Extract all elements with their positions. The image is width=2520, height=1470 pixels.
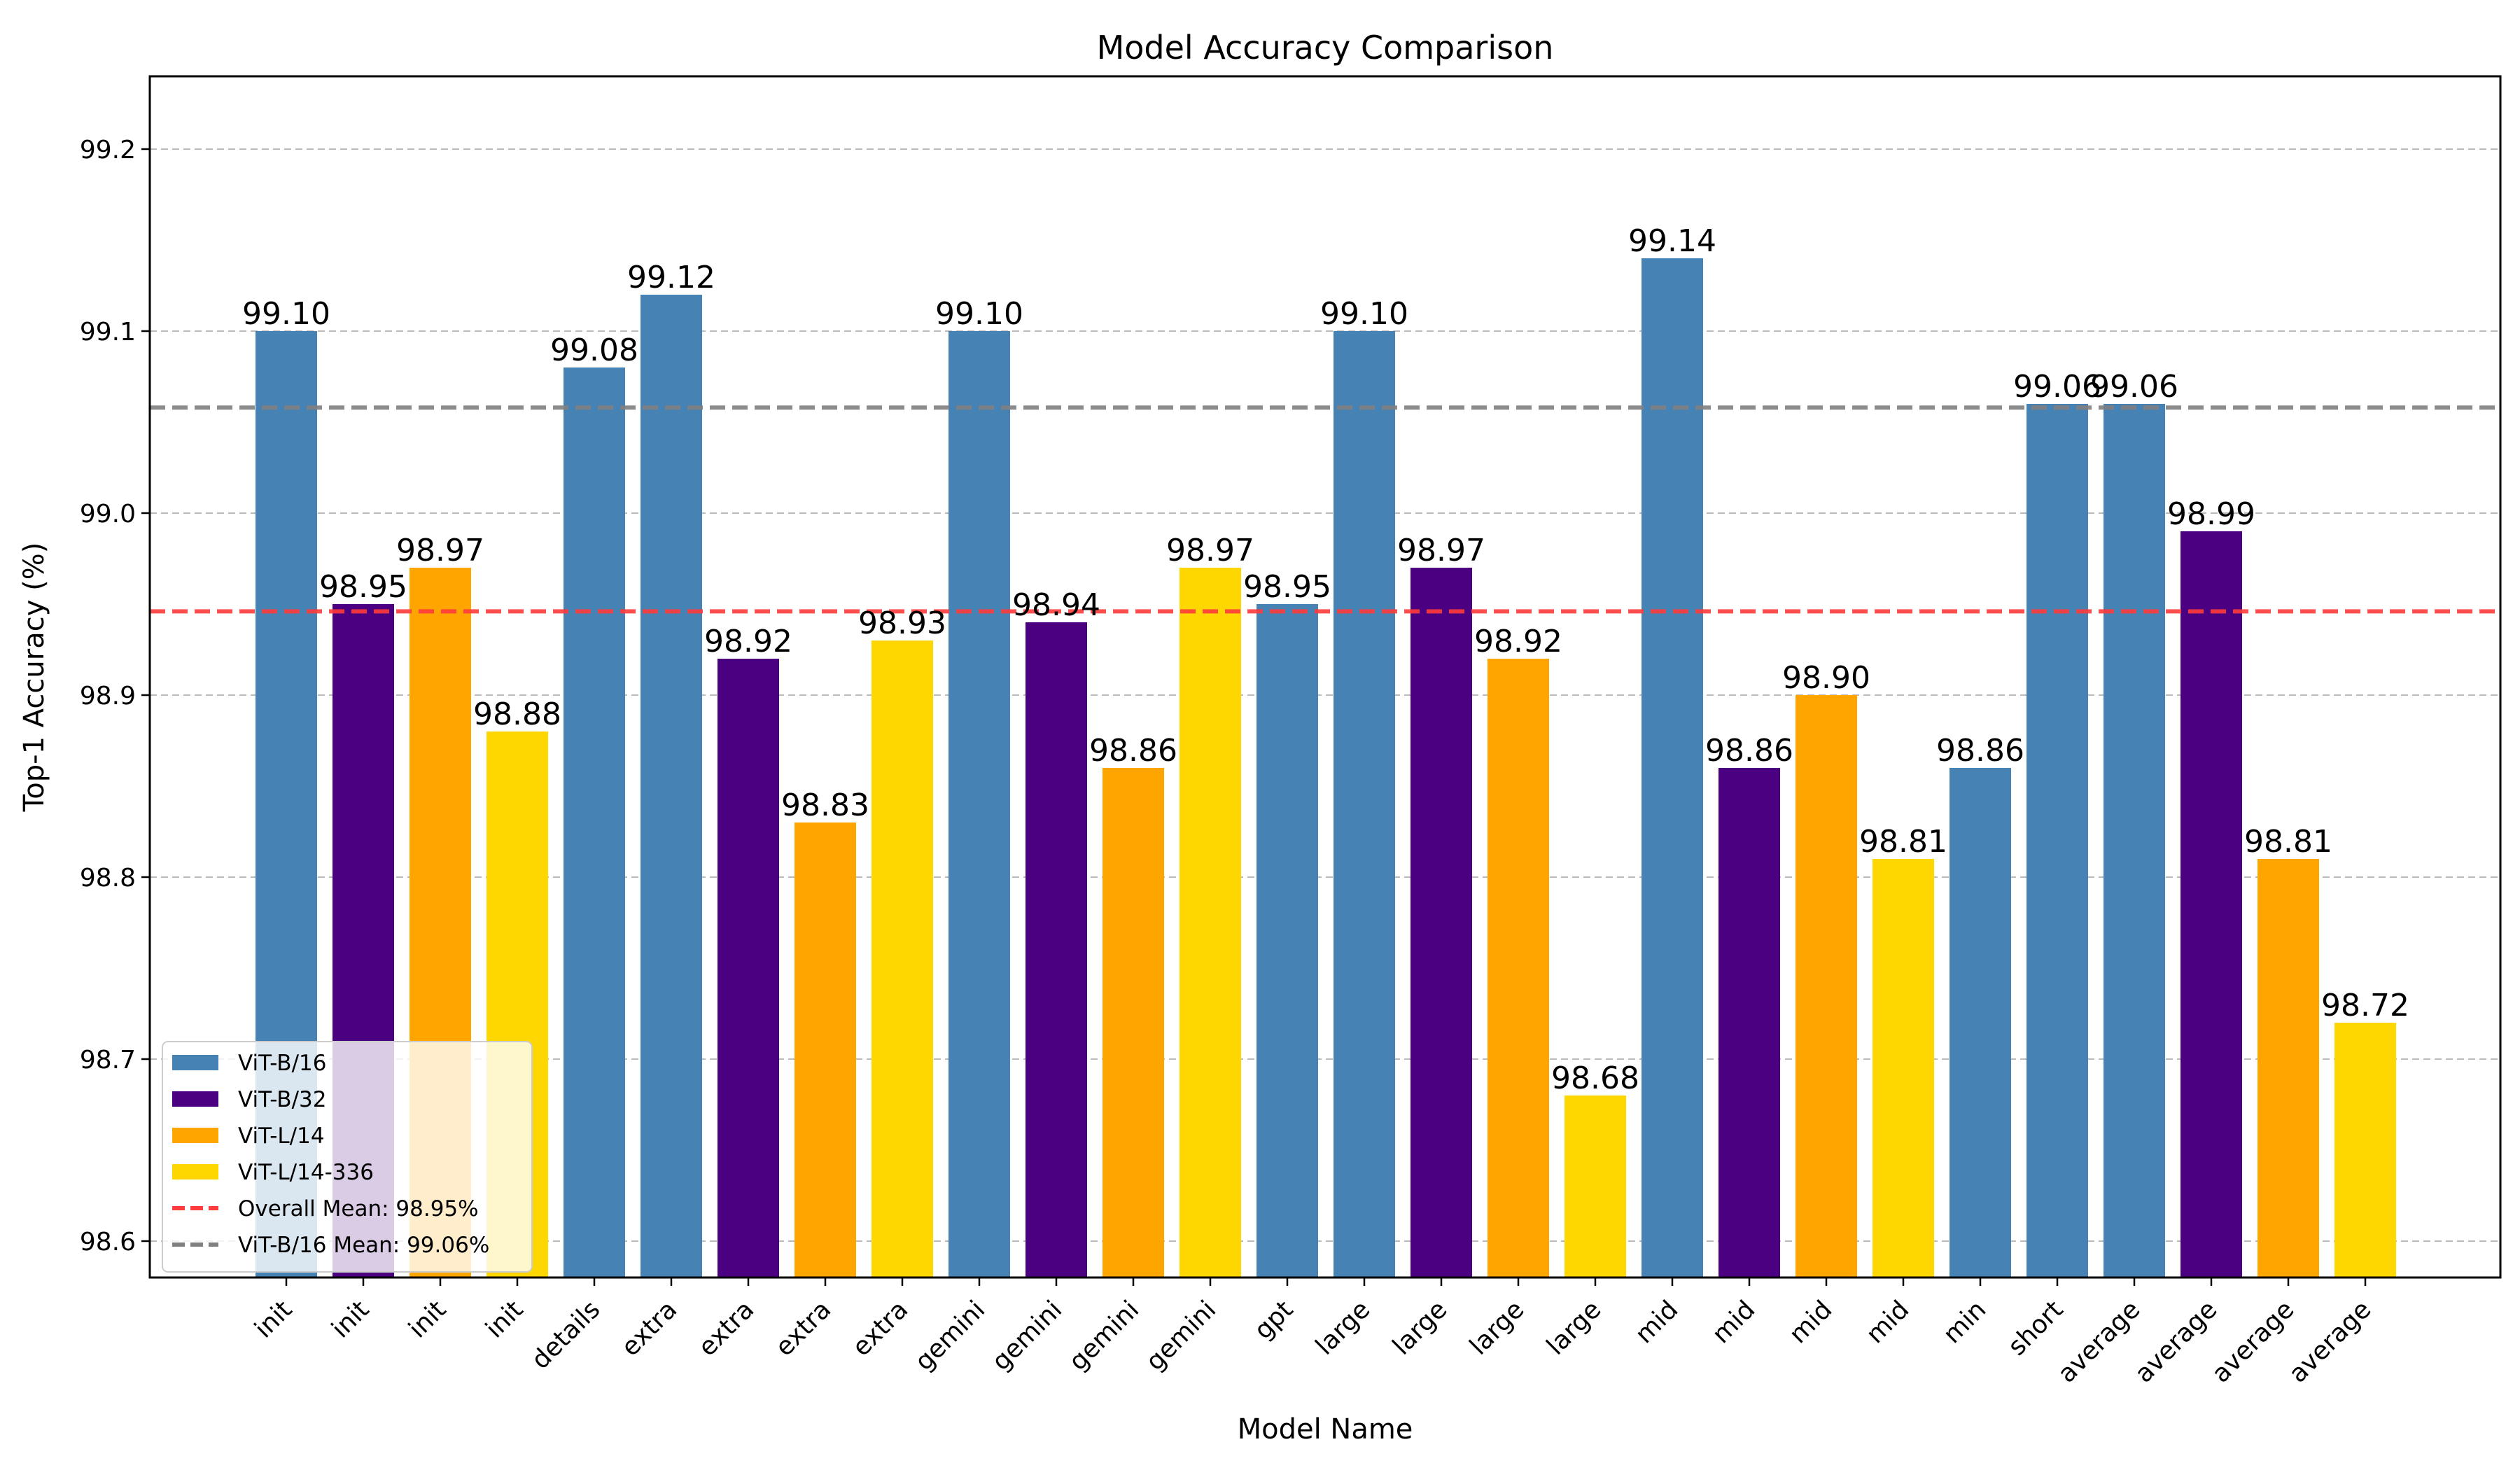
y-tick-label: 99.2 <box>80 136 136 164</box>
bar-value-label: 98.68 <box>1551 1060 1639 1096</box>
bar-value-label: 98.72 <box>2321 988 2409 1023</box>
bar-value-label: 99.06 <box>2013 369 2101 405</box>
bar-value-label: 98.95 <box>319 569 407 605</box>
legend: ViT-B/16 ViT-B/32 ViT-L/14 ViT-L/14-336 Over… <box>162 1041 533 1273</box>
legend-label: ViT-L/14-336 <box>238 1160 374 1185</box>
bar-value-label: 98.83 <box>781 788 869 823</box>
y-axis-label: Top-1 Accuracy (%) <box>18 542 50 813</box>
bar-value-label: 98.92 <box>1474 624 1562 659</box>
bar <box>640 295 702 1278</box>
bar <box>1872 859 1934 1278</box>
bar-value-label: 98.88 <box>473 696 561 732</box>
bar <box>1488 659 1549 1278</box>
bar <box>718 659 779 1278</box>
bar <box>1795 695 1857 1278</box>
bar <box>1949 768 2011 1278</box>
y-tick-label: 98.9 <box>80 682 136 710</box>
bar-value-label: 98.86 <box>1705 733 1793 769</box>
bar <box>2104 404 2165 1278</box>
data-labels: 99.1098.9598.9798.8899.0899.1298.9298.83… <box>242 223 2409 1096</box>
bar-value-label: 98.81 <box>1859 824 1947 860</box>
bar-value-label: 98.99 <box>2167 496 2255 532</box>
y-tick-label: 99.1 <box>80 318 136 346</box>
bar-value-label: 98.86 <box>1089 733 1177 769</box>
bar-value-label: 98.97 <box>396 533 484 568</box>
bar-value-label: 98.97 <box>1397 533 1485 568</box>
bar <box>1564 1096 1626 1278</box>
bar-value-label: 98.97 <box>1166 533 1254 568</box>
bar <box>1410 568 1472 1278</box>
y-ticks: 98.6 98.7 98.8 98.9 99.0 99.1 99.2 <box>80 136 150 1256</box>
legend-label: ViT-B/16 Mean: 99.06% <box>238 1233 489 1258</box>
bar-value-label: 99.10 <box>1320 296 1408 332</box>
bar-value-label: 99.10 <box>242 296 330 332</box>
bar <box>1256 604 1318 1278</box>
plot-frame <box>148 75 2502 1279</box>
legend-swatch <box>172 1055 218 1070</box>
legend-swatch <box>172 1164 218 1180</box>
bar-value-label: 98.94 <box>1012 587 1100 623</box>
bar-value-label: 98.86 <box>1936 733 2024 769</box>
y-tick-label: 98.6 <box>80 1228 136 1256</box>
bar <box>872 640 933 1278</box>
bar <box>948 331 1010 1278</box>
bar <box>564 368 625 1278</box>
bars <box>255 258 2396 1278</box>
bar-value-label: 98.93 <box>858 606 946 641</box>
bar <box>1180 568 1241 1278</box>
bar-value-label: 99.08 <box>550 332 638 368</box>
legend-label: ViT-B/32 <box>238 1087 326 1112</box>
legend-box <box>162 1041 533 1273</box>
legend-swatch <box>172 1128 218 1143</box>
legend-swatch <box>172 1091 218 1107</box>
y-tick-label: 98.7 <box>80 1046 136 1074</box>
bar <box>1718 768 1780 1278</box>
bar <box>794 822 856 1278</box>
bar-value-label: 99.12 <box>627 260 715 295</box>
y-tick-label: 99.0 <box>80 500 136 528</box>
x-axis-label: Model Name <box>1238 1413 1413 1446</box>
bar <box>2334 1023 2396 1278</box>
bar <box>1334 331 1395 1278</box>
bar-value-label: 99.06 <box>2090 369 2178 405</box>
bar-value-label: 99.10 <box>935 296 1023 332</box>
reference-lines <box>150 405 2500 614</box>
legend-label: ViT-L/14 <box>238 1124 325 1149</box>
bar <box>2180 531 2242 1278</box>
bar <box>1026 622 1087 1278</box>
chart-title: Model Accuracy Comparison <box>1097 29 1554 66</box>
bar <box>1642 258 1703 1278</box>
bar <box>2026 404 2088 1278</box>
y-tick-label: 98.8 <box>80 864 136 892</box>
bar-value-label: 99.14 <box>1628 223 1716 259</box>
legend-label: ViT-B/16 <box>238 1051 326 1076</box>
legend-label: Overall Mean: 98.95% <box>238 1196 479 1222</box>
bar-value-label: 98.92 <box>704 624 792 659</box>
bar-value-label: 98.90 <box>1782 660 1870 696</box>
bar-value-label: 98.81 <box>2244 824 2332 860</box>
bar <box>2258 859 2319 1278</box>
bar-value-label: 98.95 <box>1243 569 1331 605</box>
bar <box>1102 768 1164 1278</box>
